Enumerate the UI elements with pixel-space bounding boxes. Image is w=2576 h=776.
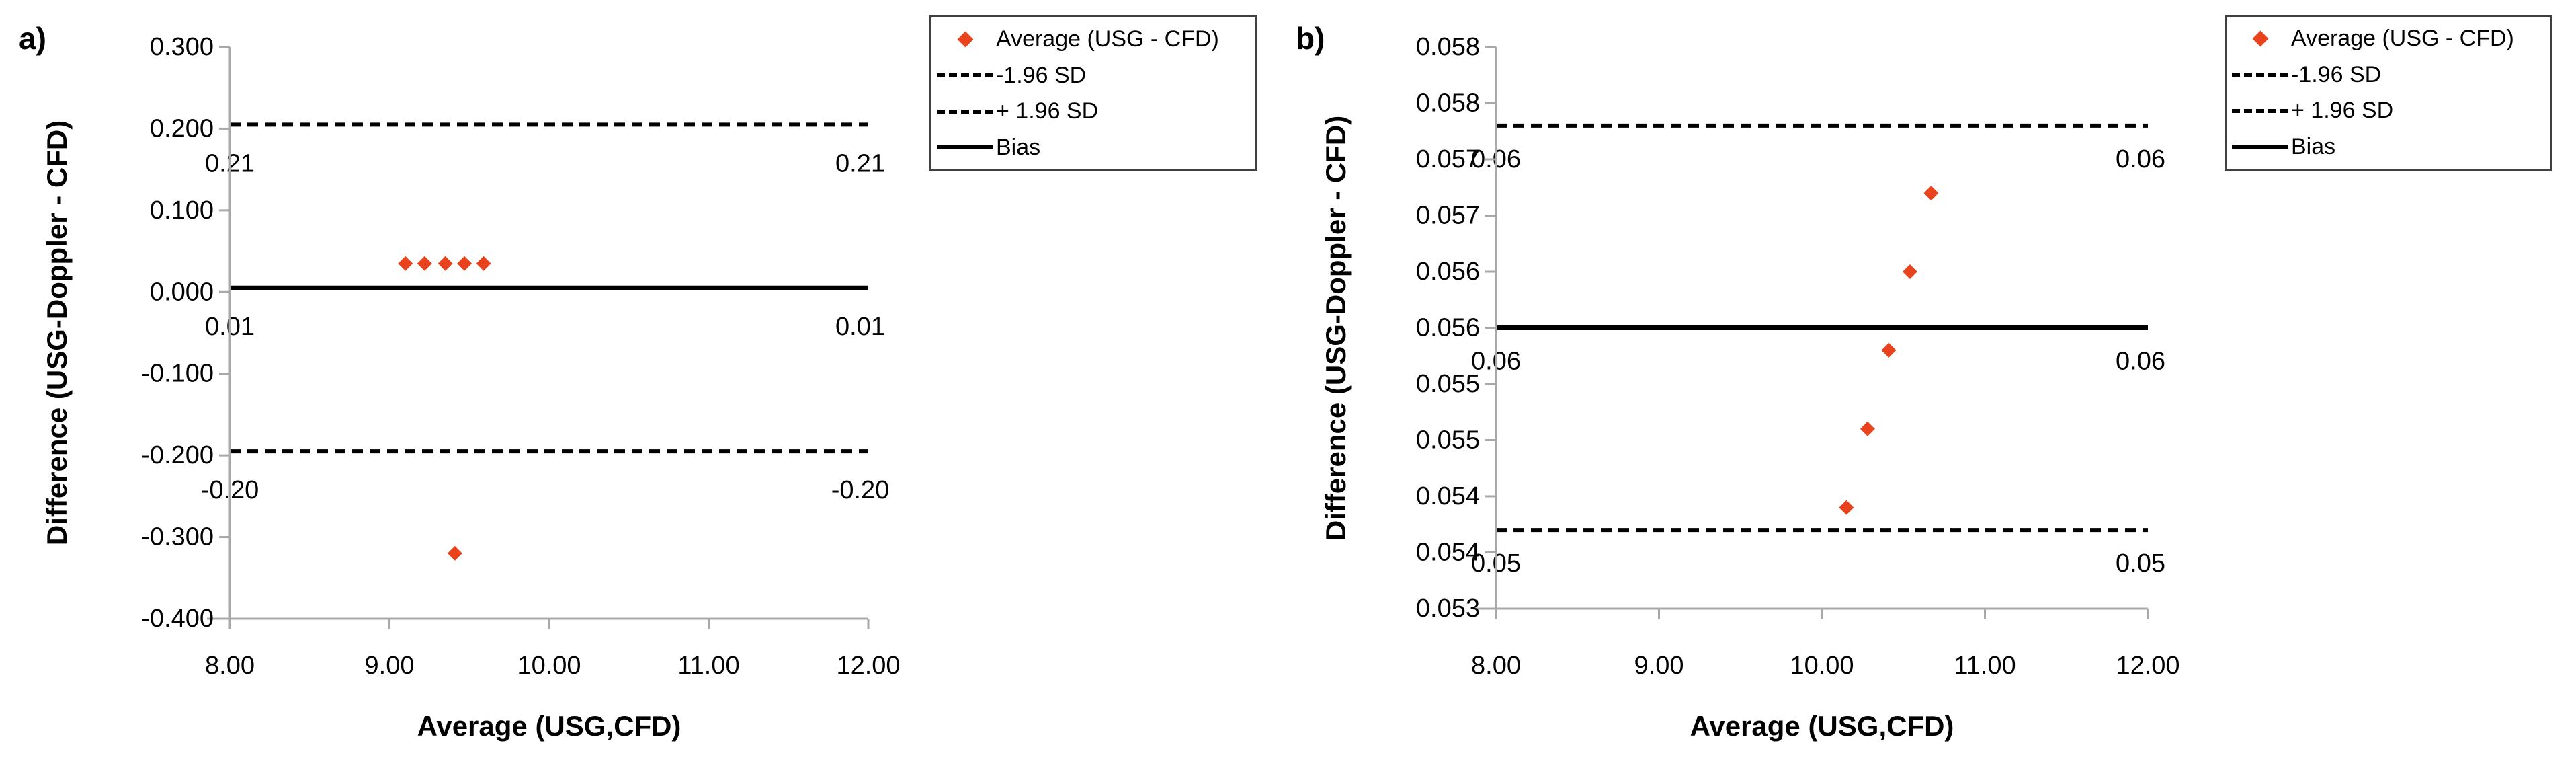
diamond-marker-icon [2229,30,2291,47]
legend-a: Average (USG - CFD) -1.96 SD + 1.96 SD B… [929,15,1257,171]
y-axis-title-a: Difference (USG-Doppler - CFD) [41,120,73,546]
y-tick-label: 0.054 [1416,482,1480,510]
legend-item-label: Average (USG - CFD) [996,26,1219,52]
x-tick-label: 11.00 [1954,652,2016,680]
legend-item-label: Bias [2291,133,2336,159]
limit-value-label-right: -0.20 [831,476,890,504]
data-point [1860,421,1875,436]
dashed-line-icon [934,109,996,114]
y-tick-label: -0.100 [141,360,214,388]
x-axis-title-a: Average (USG,CFD) [417,710,681,742]
limit-value-label-right: 0.01 [835,313,885,341]
x-tick-label: 10.00 [1790,652,1854,680]
y-tick-label: 0.000 [150,278,214,306]
data-point [438,256,453,271]
legend-b: Average (USG - CFD) -1.96 SD + 1.96 SD B… [2225,15,2552,171]
y-tick-label: 0.053 [1416,594,1480,623]
legend-item-bias: Bias [934,130,1253,165]
y-tick-label: 0.057 [1416,202,1480,230]
dashed-line-icon [934,73,996,78]
limit-value-label-right: 0.21 [835,149,885,178]
x-tick-label: 12.00 [836,652,900,680]
x-tick-label: 11.00 [677,652,739,680]
y-tick-label: 0.054 [1416,539,1480,567]
legend-item-label: Bias [996,134,1041,160]
limit-value-label-right: 0.06 [2116,348,2165,376]
y-tick-label: 0.055 [1416,426,1480,455]
y-tick-label: 0.300 [150,33,214,61]
legend-item-label: Average (USG - CFD) [2291,26,2514,52]
y-tick-label: 0.056 [1416,258,1480,286]
y-tick-label: -0.200 [141,441,214,469]
legend-item-label: + 1.96 SD [996,98,1099,124]
y-tick-label: -0.400 [141,605,214,633]
panel-label-a: a) [19,21,46,56]
x-tick-label: 8.00 [1471,652,1521,680]
solid-line-icon [2229,145,2291,149]
panel-label-b: b) [1296,21,1325,56]
legend-item-plus-sd: + 1.96 SD [2229,93,2548,128]
y-tick-label: 0.058 [1416,33,1480,61]
data-point [457,256,472,271]
y-tick-label: -0.300 [141,523,214,551]
data-point [476,256,491,271]
dashed-line-icon [2229,108,2291,113]
x-tick-label: 9.00 [365,652,415,680]
y-axis-title-b: Difference (USG-Doppler - CFD) [1320,115,1352,541]
data-point [1902,264,1917,279]
limit-value-label-right: 0.05 [2116,549,2165,578]
legend-item-label: -1.96 SD [2291,61,2382,87]
y-tick-label: 0.058 [1416,89,1480,118]
legend-item-bias: Bias [2229,129,2548,164]
x-tick-label: 9.00 [1634,652,1684,680]
legend-item-label: + 1.96 SD [2291,98,2394,124]
legend-item-plus-sd: + 1.96 SD [934,94,1253,129]
data-point [398,256,413,271]
x-tick-label: 10.00 [517,652,581,680]
legend-item-minus-sd: -1.96 SD [2229,57,2548,92]
data-point [447,545,462,561]
solid-line-icon [934,145,996,150]
y-tick-label: 0.055 [1416,370,1480,398]
diamond-marker-icon [934,31,996,48]
data-point [1839,500,1854,515]
data-point [1881,342,1897,358]
data-point [1923,186,1939,201]
limit-value-label-right: 0.06 [2116,145,2165,173]
y-tick-label: 0.056 [1416,314,1480,342]
y-tick-label: 0.057 [1416,145,1480,173]
legend-item-average: Average (USG - CFD) [2229,22,2548,56]
legend-item-average: Average (USG - CFD) [934,22,1253,57]
dashed-line-icon [2229,73,2291,77]
y-tick-label: 0.100 [150,196,214,225]
legend-item-label: -1.96 SD [996,62,1087,88]
data-point [417,256,432,271]
x-tick-label: 12.00 [2116,652,2179,680]
x-axis-title-b: Average (USG,CFD) [1690,710,1954,742]
y-tick-label: 0.200 [150,114,214,143]
x-tick-label: 8.00 [205,652,255,680]
legend-item-minus-sd: -1.96 SD [934,58,1253,93]
